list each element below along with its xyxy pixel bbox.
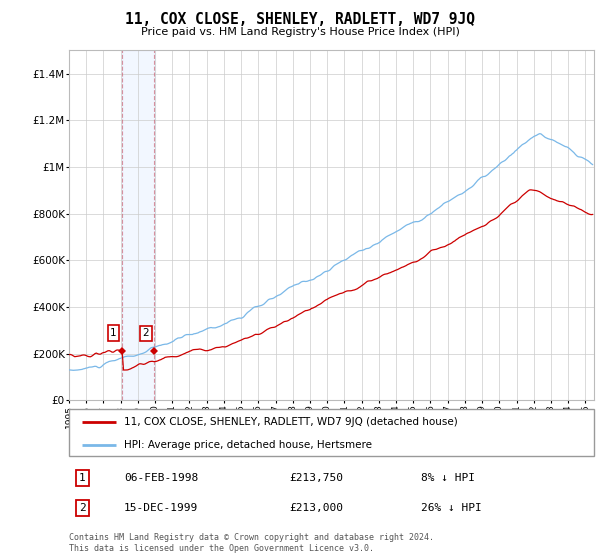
Text: 1: 1 (110, 328, 117, 338)
Bar (121, 50, 155, 400)
Text: 06-FEB-1998: 06-FEB-1998 (124, 473, 199, 483)
Text: 8% ↓ HPI: 8% ↓ HPI (421, 473, 475, 483)
Text: 2: 2 (79, 503, 86, 513)
Text: £213,000: £213,000 (290, 503, 343, 513)
Text: Contains HM Land Registry data © Crown copyright and database right 2024.
This d: Contains HM Land Registry data © Crown c… (69, 533, 434, 553)
Text: 15-DEC-1999: 15-DEC-1999 (124, 503, 199, 513)
Text: 11, COX CLOSE, SHENLEY, RADLETT, WD7 9JQ: 11, COX CLOSE, SHENLEY, RADLETT, WD7 9JQ (125, 12, 475, 27)
Text: 11, COX CLOSE, SHENLEY, RADLETT, WD7 9JQ (detached house): 11, COX CLOSE, SHENLEY, RADLETT, WD7 9JQ… (124, 417, 458, 427)
Text: HPI: Average price, detached house, Hertsmere: HPI: Average price, detached house, Hert… (124, 440, 372, 450)
Text: 1: 1 (79, 473, 86, 483)
Text: £213,750: £213,750 (290, 473, 343, 483)
Text: Price paid vs. HM Land Registry's House Price Index (HPI): Price paid vs. HM Land Registry's House … (140, 27, 460, 37)
Text: 26% ↓ HPI: 26% ↓ HPI (421, 503, 482, 513)
FancyBboxPatch shape (69, 409, 594, 456)
Text: 2: 2 (142, 328, 149, 338)
